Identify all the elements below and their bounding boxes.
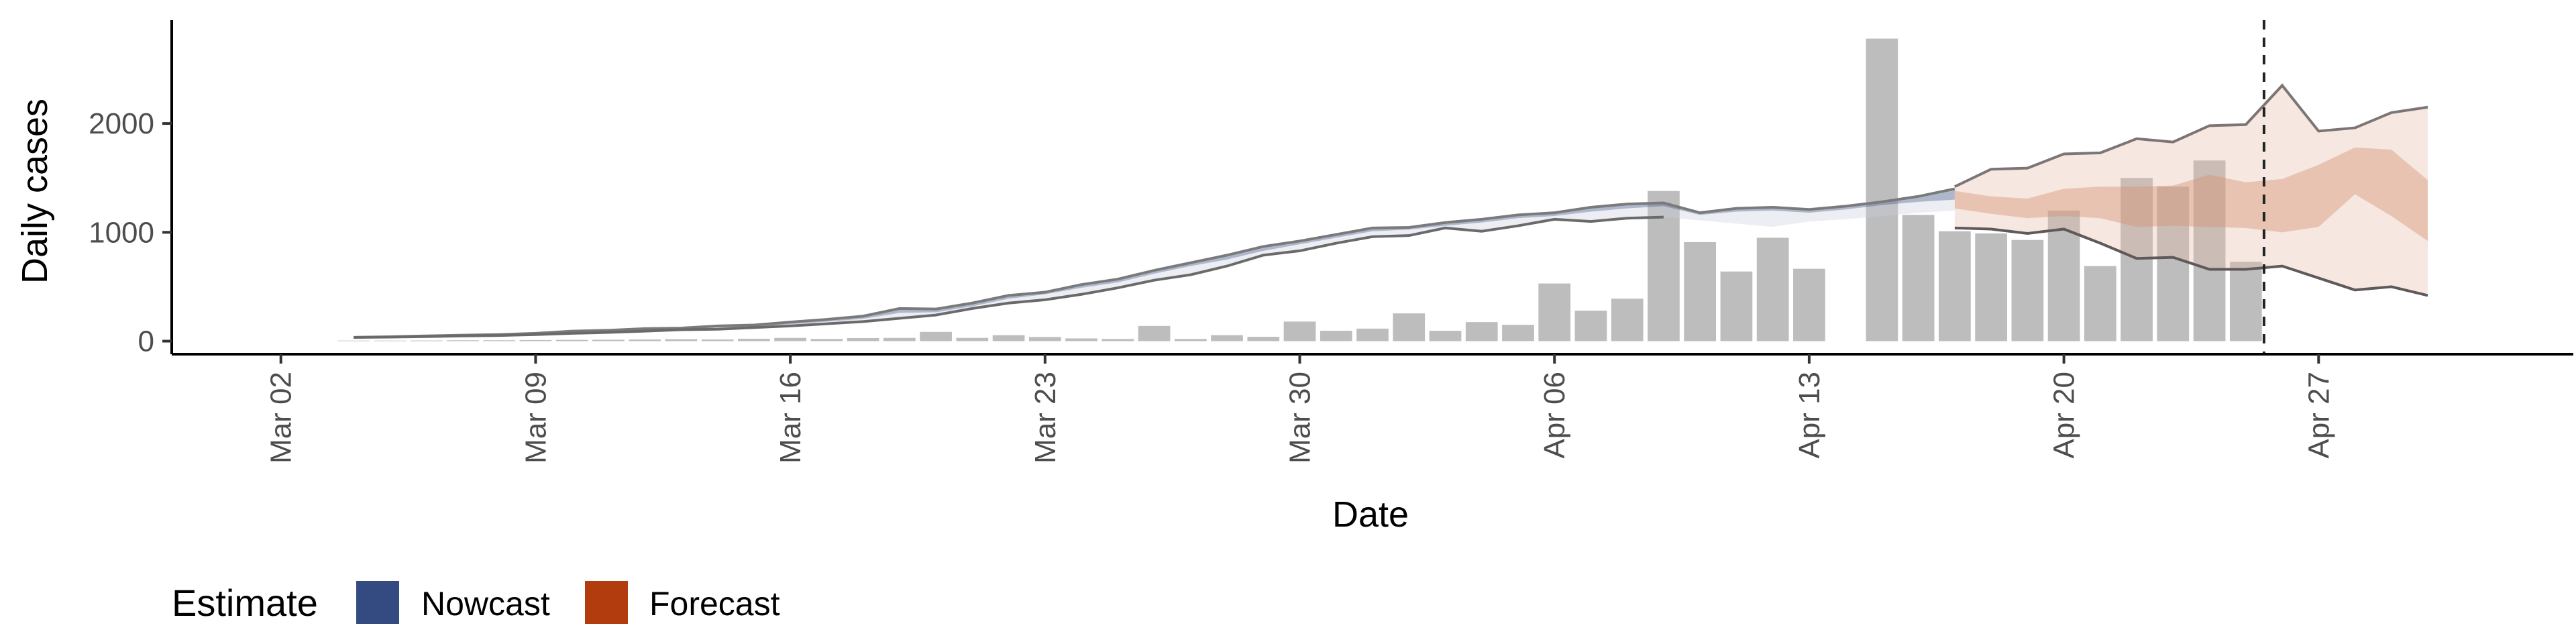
bar — [1247, 337, 1280, 341]
bar — [1939, 231, 1971, 341]
legend-swatch-nowcast — [356, 581, 399, 624]
legend-label-nowcast: Nowcast — [421, 585, 550, 623]
forecast-inner-band — [1954, 147, 2428, 241]
x-tick-label: Apr 13 — [1793, 372, 1826, 459]
nowcast-upper-line — [354, 187, 1955, 339]
bar — [1320, 331, 1352, 341]
x-tick-label: Mar 16 — [774, 372, 807, 464]
bar — [1793, 268, 1825, 341]
bar — [738, 338, 770, 341]
bar — [1648, 191, 1680, 341]
y-axis-title: Daily cases — [15, 99, 55, 284]
y-ticks: 0 1000 2000 — [89, 107, 172, 358]
bar — [483, 340, 516, 341]
x-tick-label: Mar 23 — [1029, 372, 1062, 464]
x-ticks: Mar 02 Mar 09 Mar 16 Mar 23 Mar 30 Apr 06 Apr … — [265, 354, 2335, 464]
x-axis-title: Date — [1332, 494, 1409, 535]
x-tick-label: Mar 02 — [265, 372, 298, 464]
bar — [1975, 233, 2007, 341]
bar — [774, 337, 806, 341]
bar — [1102, 339, 1134, 341]
legend-swatch-forecast — [585, 581, 628, 624]
legend: Estimate Nowcast Forecast — [172, 581, 780, 624]
bar — [1028, 337, 1061, 341]
bar — [1065, 338, 1097, 341]
x-tick-label: Apr 27 — [2302, 372, 2335, 459]
bar — [1393, 313, 1426, 341]
forecast-upper-line — [1954, 83, 2428, 188]
forecast-outer-band — [1954, 85, 2428, 296]
nowcast-lower-line — [354, 215, 1664, 339]
bar — [1756, 237, 1789, 341]
bar — [2193, 160, 2226, 341]
bar — [1684, 241, 1717, 341]
bar — [1502, 325, 1534, 341]
bar — [1611, 299, 1644, 341]
bar — [519, 339, 552, 341]
x-tick-label: Apr 06 — [1538, 372, 1571, 459]
bar — [2157, 186, 2190, 341]
bar — [555, 339, 588, 341]
y-tick-label: 1000 — [89, 216, 154, 249]
bar — [1174, 339, 1207, 341]
x-tick-label: Mar 09 — [519, 372, 552, 464]
bar — [1138, 325, 1171, 341]
legend-label-forecast: Forecast — [649, 585, 780, 623]
bar — [883, 337, 916, 341]
x-tick-label: Apr 20 — [2048, 372, 2081, 459]
bar — [992, 335, 1025, 341]
bar — [2011, 239, 2044, 341]
bar — [1720, 271, 1753, 341]
bar — [956, 337, 989, 341]
bar — [1574, 311, 1607, 341]
bar — [2084, 266, 2116, 341]
bar — [2229, 262, 2262, 341]
bar — [810, 339, 843, 341]
plot-area — [337, 20, 2428, 354]
bar — [1866, 38, 1898, 341]
bar — [665, 339, 698, 341]
x-tick-label: Mar 30 — [1284, 372, 1317, 464]
bar — [1538, 283, 1571, 341]
y-tick-label: 0 — [138, 325, 154, 358]
axes: 0 1000 2000 Mar 02 Mar 09 Mar 16 Mar 23 Mar 30… — [89, 20, 2573, 464]
bar — [1902, 215, 1935, 341]
nowcast-layer — [354, 187, 1955, 339]
bar — [1283, 321, 1316, 341]
bar — [1465, 322, 1498, 341]
bar — [701, 339, 734, 341]
bar — [1356, 328, 1389, 341]
legend-title: Estimate — [172, 582, 318, 624]
bar — [447, 340, 479, 341]
bar — [920, 331, 952, 341]
bar — [592, 339, 625, 341]
forecast-layer — [1954, 83, 2428, 297]
bar — [629, 339, 661, 341]
forecast-lower-line — [1954, 226, 2428, 297]
bar — [1211, 335, 1243, 341]
bar — [847, 337, 879, 341]
bar — [1429, 331, 1462, 341]
bars-layer — [337, 38, 2262, 341]
y-tick-label: 2000 — [89, 107, 154, 140]
